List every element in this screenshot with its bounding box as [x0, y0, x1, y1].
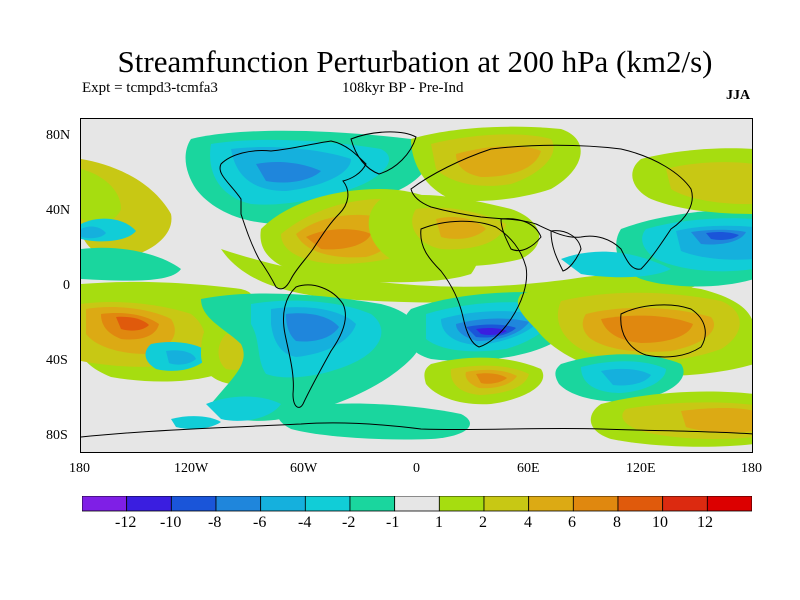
colorbar-label-m2: -2 — [342, 514, 356, 531]
antarctica-outline — [81, 422, 752, 438]
colorbar-box-11 — [572, 496, 619, 512]
field-south-atlantic-low — [201, 293, 421, 421]
streamfunction-map — [81, 119, 752, 452]
field-west-pacific-low — [561, 209, 752, 287]
arabia-outline — [500, 218, 542, 252]
colorbar-box-0 — [82, 496, 128, 512]
colorbar-label-2: 2 — [479, 514, 487, 531]
colorbar-box-14 — [706, 496, 752, 512]
colorbar-box-4 — [260, 496, 306, 512]
colorbar-box-6 — [349, 496, 396, 512]
colorbar-label-m12: -12 — [115, 514, 137, 531]
lat-label-0: 0 — [63, 278, 70, 293]
field-southern-ocean-high — [424, 357, 544, 405]
south-america-outline — [282, 284, 346, 408]
period-label: 108kyr BP - Pre-Ind — [342, 80, 464, 96]
colorbar-label-8: 8 — [613, 514, 621, 531]
map-panel — [80, 118, 753, 453]
lat-label-80s: 80S — [46, 428, 68, 443]
eurasia-outline — [410, 144, 693, 270]
colorbar-box-3 — [215, 496, 262, 512]
colorbar-box-1 — [126, 496, 172, 512]
field-australia-high — [517, 282, 752, 376]
chart-title: Streamfunction Perturbation at 200 hPa (… — [117, 44, 713, 79]
field-antarctic-low — [171, 403, 470, 440]
lon-label-180-west: 180 — [69, 461, 90, 476]
field-north-pacific-high — [81, 159, 181, 281]
lon-label-120w: 120W — [174, 461, 209, 476]
colorbar — [82, 496, 752, 512]
field-central-asia-high — [368, 194, 540, 267]
colorbar-box-5 — [304, 496, 351, 512]
australia-outline — [620, 304, 706, 358]
colorbar-box-2 — [170, 496, 217, 512]
lon-label-180-east: 180 — [741, 461, 762, 476]
colorbar-label-4: 4 — [524, 514, 532, 531]
colorbar-label-m4: -4 — [298, 514, 312, 531]
continent-outlines — [81, 131, 752, 438]
greenland-outline — [350, 131, 417, 175]
colorbar-label-m10: -10 — [160, 514, 182, 531]
colorbar-label-m8: -8 — [208, 514, 222, 531]
field-antarctic-high — [590, 391, 752, 447]
colorbar-boxes — [82, 496, 752, 512]
colorbar-label-m1: -1 — [386, 514, 400, 531]
lat-label-40s: 40S — [46, 353, 68, 368]
lat-label-80n: 80N — [46, 128, 71, 143]
colorbar-box-13 — [662, 496, 708, 512]
india-outline — [550, 230, 582, 272]
season-label: JJA — [726, 88, 751, 103]
colorbar-label-6: 6 — [568, 514, 576, 531]
lat-label-40n: 40N — [46, 203, 71, 218]
colorbar-label-10: 10 — [652, 514, 668, 531]
lon-label-60e: 60E — [517, 461, 540, 476]
field-south-pacific-low — [145, 342, 211, 371]
field-southern-ocean-low — [555, 354, 684, 402]
colorbar-box-12 — [617, 496, 664, 512]
colorbar-label-m6: -6 — [253, 514, 267, 531]
colorbar-box-10 — [528, 496, 574, 512]
colorbar-label-12: 12 — [697, 514, 713, 531]
colorbar-box-7 — [394, 496, 440, 512]
colorbar-box-9 — [483, 496, 530, 512]
africa-outline — [420, 220, 528, 348]
lon-label-60w: 60W — [290, 461, 318, 476]
lon-label-0: 0 — [413, 461, 420, 476]
colorbar-label-1: 1 — [435, 514, 443, 531]
lon-label-120e: 120E — [626, 461, 656, 476]
north-america-outline — [219, 140, 367, 290]
colorbar-box-8 — [438, 496, 485, 512]
experiment-label: Expt = tcmpd3-tcmfa3 — [82, 80, 218, 96]
